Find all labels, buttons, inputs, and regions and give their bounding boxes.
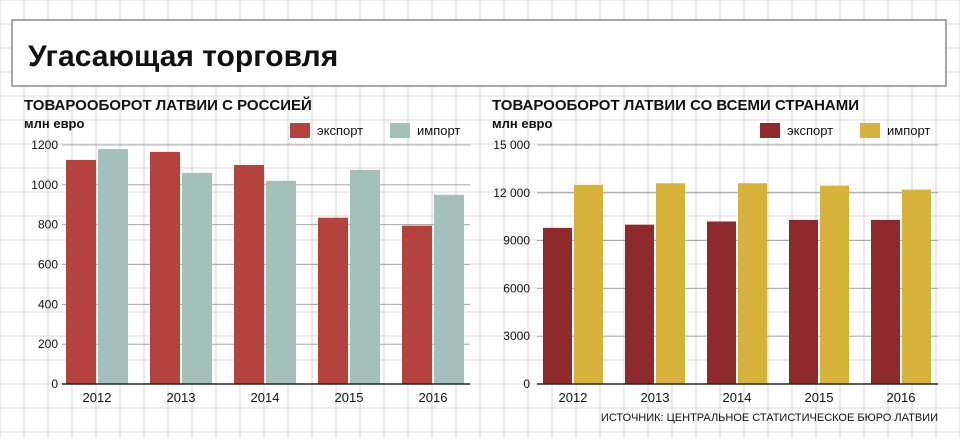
bar-import <box>182 172 212 384</box>
title-box: Угасающая торговля <box>11 19 947 87</box>
y-axis-label: млн евро <box>24 116 85 131</box>
x-tick-label: 2013 <box>641 390 670 405</box>
y-tick-label: 400 <box>38 297 58 311</box>
x-tick-label: 2012 <box>83 390 112 405</box>
bar-import <box>574 184 603 384</box>
bar-export <box>789 219 818 384</box>
x-tick-label: 2014 <box>723 390 752 405</box>
bar-import <box>98 148 128 384</box>
legend-swatch <box>760 123 780 138</box>
bar-export <box>707 221 736 384</box>
bar-export <box>402 225 432 384</box>
bar-export <box>66 159 96 384</box>
bar-import <box>738 183 767 384</box>
bar-import <box>266 180 296 384</box>
legend-label: экспорт <box>317 123 363 138</box>
y-axis-label: млн евро <box>492 116 553 131</box>
title-box-frame <box>11 19 947 87</box>
chart-russia: ТОВАРООБОРОТ ЛАТВИИ С РОССИЕЙ млн евро экс… <box>24 96 470 405</box>
legend-label: экспорт <box>787 123 833 138</box>
source-note: ИСТОЧНИК: ЦЕНТРАЛЬНОЕ СТАТИСТИЧЕСКОЕ БЮР… <box>601 412 938 424</box>
bar-export <box>318 217 348 384</box>
y-tick-label: 1200 <box>31 138 58 152</box>
y-tick-label: 6000 <box>503 281 530 295</box>
y-tick-label: 9000 <box>503 234 530 248</box>
bar-export <box>871 219 900 384</box>
bar-export <box>234 164 264 384</box>
bar-import <box>902 189 931 384</box>
bar-import <box>350 169 380 384</box>
bar-export <box>150 151 180 384</box>
bar-import <box>820 185 849 384</box>
y-tick-label: 0 <box>523 377 530 391</box>
legend-label: импорт <box>887 123 930 138</box>
x-tick-label: 2016 <box>887 390 916 405</box>
legend-label: импорт <box>417 123 460 138</box>
x-tick-label: 2013 <box>167 390 196 405</box>
bar-export <box>625 224 654 384</box>
x-tick-label: 2012 <box>559 390 588 405</box>
y-tick-label: 3000 <box>503 329 530 343</box>
chart-all-countries: ТОВАРООБОРОТ ЛАТВИИ СО ВСЕМИ СТРАНАМИ млн… <box>492 97 938 405</box>
bar-import <box>434 194 464 384</box>
legend-swatch <box>290 123 310 138</box>
legend-swatch <box>860 123 880 138</box>
chart-title: ТОВАРООБОРОТ ЛАТВИИ СО ВСЕМИ СТРАНАМИ <box>492 97 859 114</box>
y-tick-label: 600 <box>38 258 58 272</box>
x-tick-label: 2016 <box>419 390 448 405</box>
y-tick-label: 200 <box>38 337 58 351</box>
infographic-title: Угасающая торговля <box>28 40 338 73</box>
bar-import <box>656 183 685 384</box>
y-tick-label: 12 000 <box>493 186 530 200</box>
bar-export <box>543 227 572 384</box>
y-tick-label: 1000 <box>31 178 58 192</box>
y-tick-label: 0 <box>51 377 58 391</box>
y-tick-label: 15 000 <box>493 138 530 152</box>
legend-swatch <box>390 123 410 138</box>
chart-title: ТОВАРООБОРОТ ЛАТВИИ С РОССИЕЙ <box>24 96 312 114</box>
x-tick-label: 2015 <box>805 390 834 405</box>
x-tick-label: 2014 <box>251 390 280 405</box>
x-tick-label: 2015 <box>335 390 364 405</box>
y-tick-label: 800 <box>38 218 58 232</box>
